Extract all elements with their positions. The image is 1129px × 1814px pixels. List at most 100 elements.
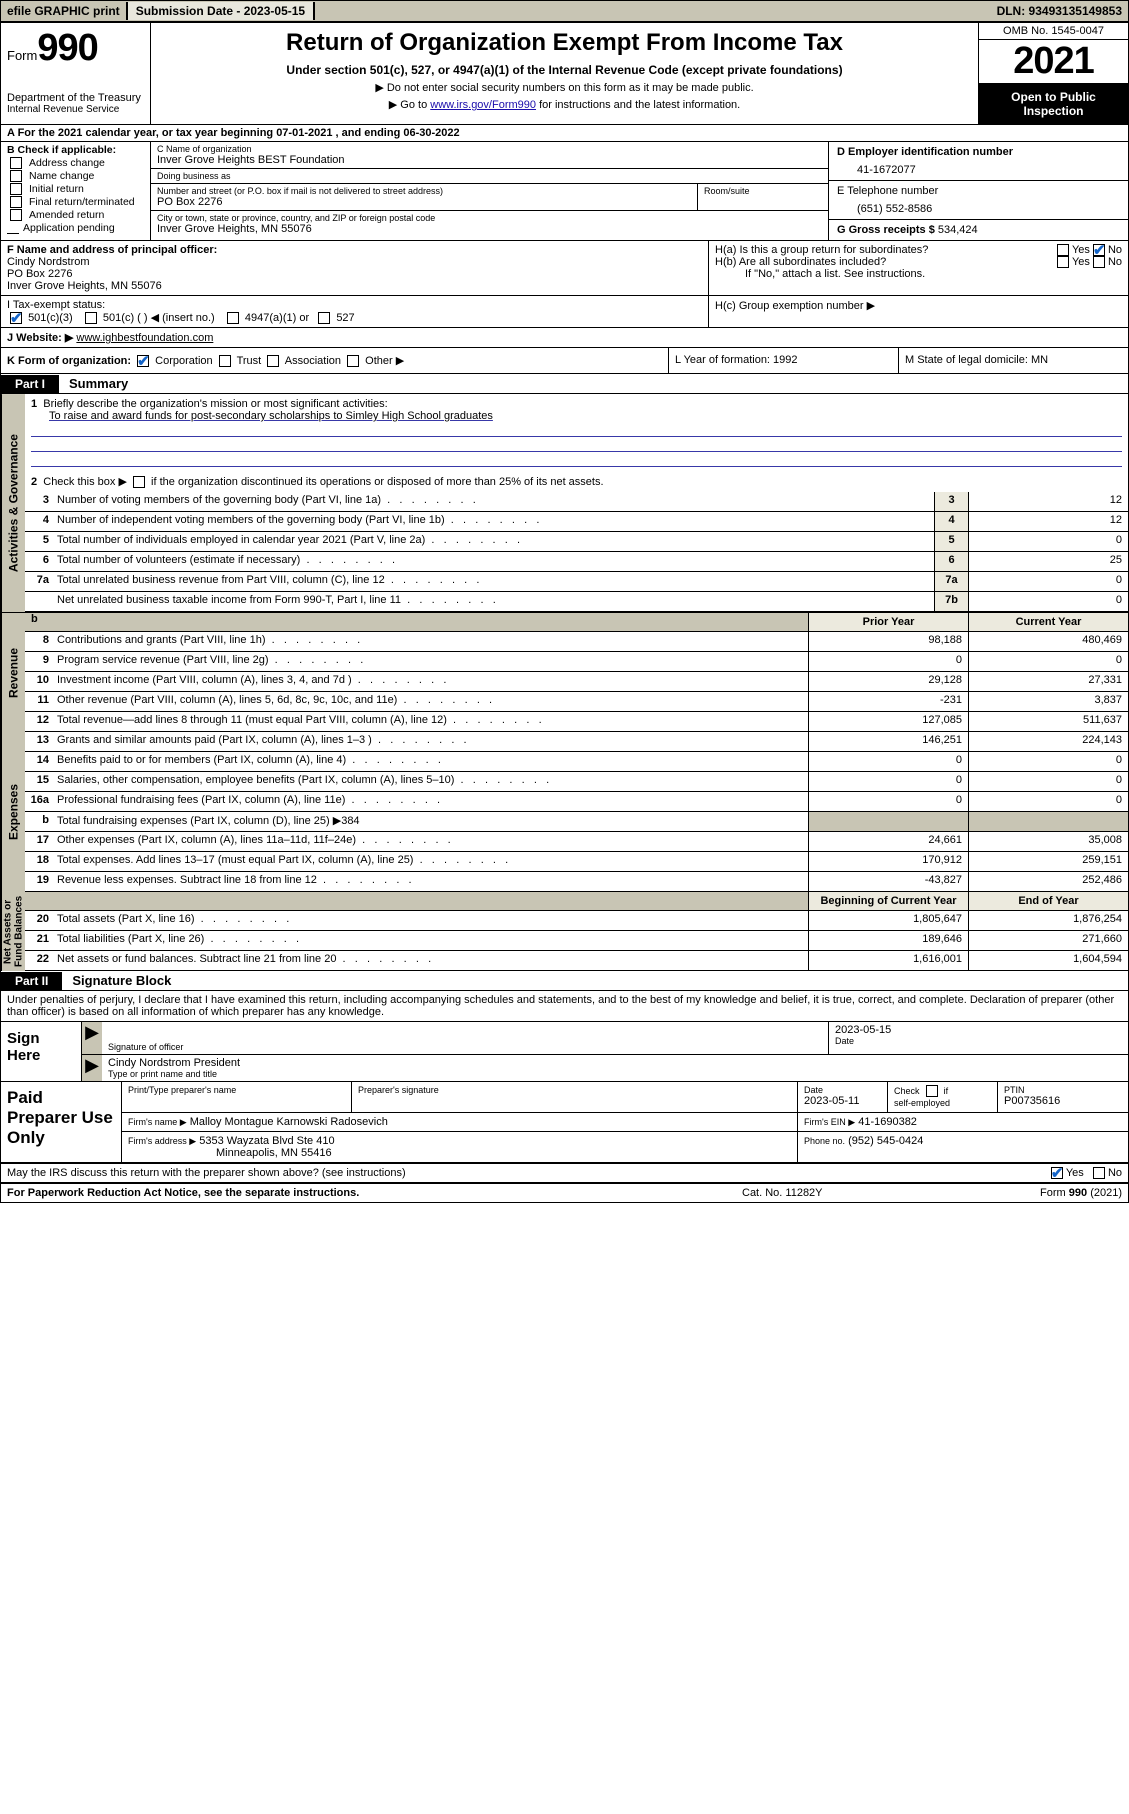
street-value: PO Box 2276 (157, 196, 691, 208)
dln: DLN: 93493135149853 (991, 2, 1128, 20)
q2-pre: Check this box ▶ (43, 476, 127, 488)
line-value: 0 (968, 592, 1128, 611)
c-name-label: C Name of organization (157, 144, 822, 154)
chk-4947[interactable] (227, 312, 239, 324)
fin-line: 9 Program service revenue (Part VIII, li… (25, 652, 1128, 672)
line-desc: Net unrelated business taxable income fr… (53, 592, 934, 611)
line-num: 19 (25, 872, 53, 891)
line-num: 6 (25, 552, 53, 571)
fin-line: 13 Grants and similar amounts paid (Part… (25, 732, 1128, 752)
paid-preparer-label: Paid Preparer Use Only (1, 1082, 121, 1162)
prior-value: -231 (808, 692, 968, 711)
lbl-final-return: Final return/terminated (29, 196, 135, 208)
paperwork-notice: For Paperwork Reduction Act Notice, see … (7, 1187, 742, 1199)
efile-top-bar: efile GRAPHIC print Submission Date - 20… (0, 0, 1129, 22)
hb-yes: Yes (1072, 256, 1090, 268)
fin-line: 16a Professional fundraising fees (Part … (25, 792, 1128, 812)
chk-trust[interactable] (219, 355, 231, 367)
ha-yes: Yes (1072, 244, 1090, 256)
irs-label: Internal Revenue Service (7, 104, 144, 115)
ptin-value: P00735616 (1004, 1095, 1122, 1107)
row-j: J Website: ▶ www.ighbestfoundation.com (1, 328, 1128, 348)
prior-value: 146,251 (808, 732, 968, 751)
row-a-tax-year: A For the 2021 calendar year, or tax yea… (1, 125, 1128, 142)
phone-value: (651) 552-8586 (837, 203, 1120, 215)
may-question: May the IRS discuss this return with the… (7, 1167, 1048, 1179)
sign-here-label: Sign Here (1, 1022, 81, 1081)
current-value: 1,604,594 (968, 951, 1128, 970)
chk-may-yes[interactable] (1051, 1167, 1063, 1179)
line-desc: Program service revenue (Part VIII, line… (53, 652, 808, 671)
line-num: 3 (25, 492, 53, 511)
website-link[interactable]: www.ighbestfoundation.com (76, 332, 213, 344)
prior-value: 0 (808, 792, 968, 811)
chk-ha-no[interactable] (1093, 244, 1105, 256)
chk-501c[interactable] (85, 312, 97, 324)
subtitle-3: ▶ Go to www.irs.gov/Form990 for instruct… (159, 98, 970, 111)
sign-here-block: Sign Here ▶ Signature of officer 2023-05… (1, 1022, 1128, 1082)
j-label: J Website: ▶ (7, 332, 73, 344)
hb-label: H(b) Are all subordinates included? (715, 256, 1054, 268)
current-value: 0 (968, 652, 1128, 671)
may-no: No (1108, 1167, 1122, 1179)
current-value: 0 (968, 752, 1128, 771)
line-num (25, 592, 53, 611)
line-box: 4 (934, 512, 968, 531)
lbl-application-pending: Application pending (23, 222, 115, 234)
chk-self-employed[interactable] (926, 1085, 938, 1097)
chk-initial-return[interactable] (10, 183, 22, 195)
lbl-corp: Corporation (155, 355, 212, 367)
prior-value: 1,805,647 (808, 911, 968, 930)
org-name: Inver Grove Heights BEST Foundation (157, 154, 822, 166)
form-title: Return of Organization Exempt From Incom… (159, 29, 970, 57)
sig-date-label: Date (835, 1036, 1122, 1046)
firm-name-label: Firm's name ▶ (128, 1117, 187, 1127)
line-desc: Total fundraising expenses (Part IX, col… (53, 812, 808, 831)
firm-addr2: Minneapolis, MN 55416 (128, 1147, 332, 1159)
line-box: 6 (934, 552, 968, 571)
chk-may-no[interactable] (1093, 1167, 1105, 1179)
line-num: 9 (25, 652, 53, 671)
line-num: 5 (25, 532, 53, 551)
form-number: 990 (37, 27, 97, 69)
type-name-label: Type or print name and title (108, 1069, 1122, 1079)
chk-501c3[interactable] (10, 312, 22, 324)
chk-assoc[interactable] (267, 355, 279, 367)
chk-address-change[interactable] (10, 157, 22, 169)
ein-label: D Employer identification number (837, 146, 1120, 158)
chk-other[interactable] (347, 355, 359, 367)
revenue-col-header: b Prior Year Current Year (25, 613, 1128, 632)
efile-graphic-print[interactable]: efile GRAPHIC print (1, 2, 128, 20)
chk-527[interactable] (318, 312, 330, 324)
current-value: 3,837 (968, 692, 1128, 711)
chk-amended-return[interactable] (10, 209, 22, 221)
line-num: 14 (25, 752, 53, 771)
chk-hb-no[interactable] (1093, 256, 1105, 268)
chk-hb-yes[interactable] (1057, 256, 1069, 268)
line-desc: Other expenses (Part IX, column (A), lin… (53, 832, 808, 851)
chk-final-return[interactable] (10, 196, 22, 208)
form990-link[interactable]: www.irs.gov/Form990 (430, 99, 536, 111)
lbl-initial-return: Initial return (29, 183, 84, 195)
line-desc: Professional fundraising fees (Part IX, … (53, 792, 808, 811)
chk-ha-yes[interactable] (1057, 244, 1069, 256)
sig-arrow-2: ▶ (82, 1055, 102, 1081)
current-value: 1,876,254 (968, 911, 1128, 930)
chk-corp[interactable] (137, 355, 149, 367)
form-990-page: Form990 Department of the Treasury Inter… (0, 22, 1129, 1203)
k-label: K Form of organization: (7, 355, 131, 367)
line-desc: Number of independent voting members of … (53, 512, 934, 531)
page-footer: For Paperwork Reduction Act Notice, see … (1, 1184, 1128, 1202)
netassets-col-header: Beginning of Current Year End of Year (25, 892, 1128, 911)
column-b-checkboxes: B Check if applicable: Address change Na… (1, 142, 151, 240)
line-num: 22 (25, 951, 53, 970)
chk-application-pending[interactable] (7, 222, 19, 234)
lbl-amended-return: Amended return (29, 209, 104, 221)
may-yes: Yes (1066, 1167, 1084, 1179)
line-value: 0 (968, 572, 1128, 591)
prep-self: self-employed (894, 1098, 950, 1108)
chk-name-change[interactable] (10, 170, 22, 182)
line-num: 17 (25, 832, 53, 851)
header-left: Form990 Department of the Treasury Inter… (1, 23, 151, 124)
chk-discontinued[interactable] (133, 476, 145, 488)
